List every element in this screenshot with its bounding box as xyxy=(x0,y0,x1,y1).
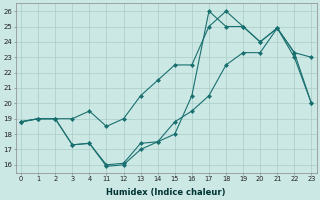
X-axis label: Humidex (Indice chaleur): Humidex (Indice chaleur) xyxy=(107,188,226,197)
